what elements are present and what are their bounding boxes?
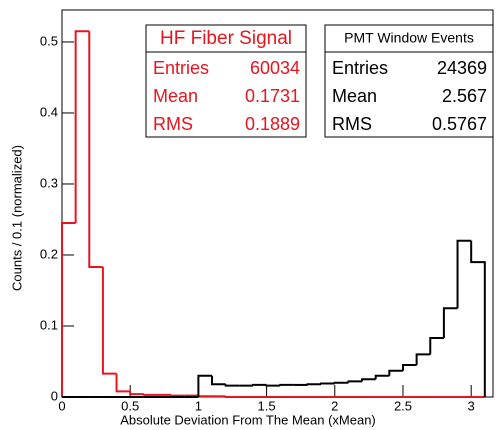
histogram-bin: [211, 375, 226, 386]
stats-value: 0.1731: [245, 86, 300, 106]
histogram-bin: [388, 369, 403, 376]
stats-value: 24369: [437, 58, 487, 78]
stats-title: PMT Window Events: [344, 30, 474, 46]
histogram-bin: [115, 373, 131, 393]
x-tick-label: 3: [468, 398, 475, 413]
histogram-bin: [333, 381, 349, 384]
y-tick-label: 0: [51, 388, 58, 403]
stats-label: Entries: [153, 58, 209, 78]
stats-label: RMS: [332, 114, 372, 134]
y-axis-label: Counts / 0.1 (normalized): [9, 145, 24, 291]
histogram-bin: [456, 239, 472, 309]
histogram-bin: [429, 337, 444, 355]
histogram-bin: [251, 383, 267, 386]
stats-label: Entries: [332, 58, 388, 78]
histogram-bin: [197, 395, 213, 398]
histogram-bin: [374, 374, 390, 380]
x-tick-label: 1.5: [258, 398, 276, 413]
x-axis-label: Absolute Deviation From The Mean (xMean): [120, 412, 376, 427]
histogram-bin: [197, 374, 213, 397]
stats-value: 2.567: [442, 86, 487, 106]
stats-label: Mean: [153, 86, 198, 106]
histogram-bin: [265, 384, 281, 387]
stats-box: [324, 24, 494, 138]
y-tick-label: 0.5: [40, 33, 58, 48]
histogram-bin: [401, 364, 417, 371]
histogram-bin: [361, 378, 376, 382]
histogram-bin: [170, 394, 185, 397]
stats-box: [145, 24, 307, 138]
x-tick-label: 0: [58, 398, 65, 413]
histogram-bin: [442, 307, 458, 339]
histogram-bin: [415, 353, 431, 366]
stats-value: 0.5767: [432, 114, 487, 134]
histogram-bin: [101, 267, 117, 375]
histogram-bin: [470, 240, 486, 397]
histogram-bin: [74, 30, 90, 224]
y-tick-label: 0.4: [40, 104, 58, 119]
histogram-bin: [61, 222, 76, 397]
histogram-bin: [142, 393, 158, 396]
histogram-bin: [88, 31, 103, 269]
y-tick-label: 0.3: [40, 175, 58, 190]
stats-value: 0.1889: [245, 114, 300, 134]
histogram-bin: [224, 384, 240, 387]
histogram-bin: [224, 396, 240, 398]
x-tick-label: 1: [195, 398, 202, 413]
x-tick-label: 2: [331, 398, 338, 413]
histogram-bin: [320, 382, 335, 385]
y-tick-label: 0.1: [40, 317, 58, 332]
histogram-bin: [306, 383, 322, 386]
stats-label: Mean: [332, 86, 377, 106]
histogram-bin: [347, 380, 363, 383]
stats-value: 60034: [250, 58, 300, 78]
stats-title: HF Fiber Signal: [160, 28, 292, 49]
histogram-bin: [129, 391, 144, 396]
stats-label: RMS: [153, 114, 193, 134]
histogram-bin: [279, 383, 294, 386]
x-tick-label: 0.5: [121, 398, 139, 413]
y-tick-label: 0.2: [40, 246, 58, 261]
x-tick-label: 2.5: [394, 398, 412, 413]
